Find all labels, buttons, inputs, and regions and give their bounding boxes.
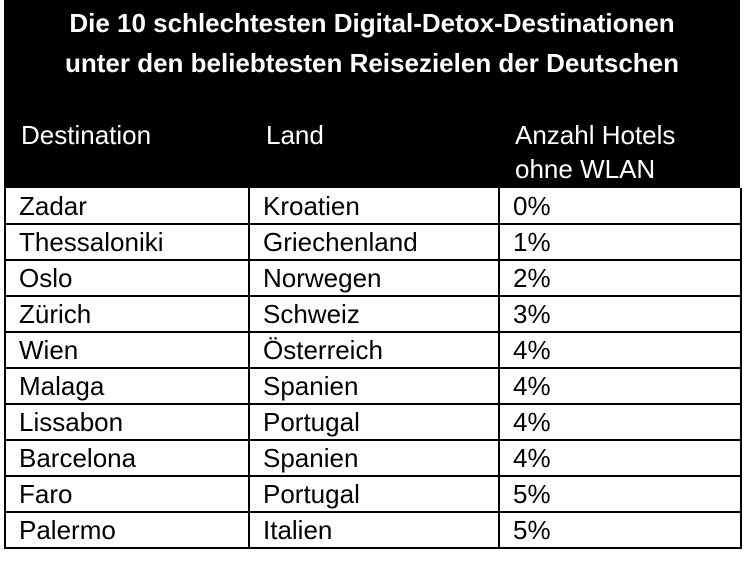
cell-destination: Thessaloniki xyxy=(4,223,250,261)
cell-destination: Malaga xyxy=(4,367,250,405)
cell-percent: 5% xyxy=(498,475,742,513)
column-header-hotels-without-wifi: Anzahl Hotels ohne WLAN xyxy=(515,118,675,186)
cell-percent: 4% xyxy=(498,331,742,369)
cell-percent: 4% xyxy=(498,367,742,405)
column-header-hotels-line-2: ohne WLAN xyxy=(515,154,656,184)
cell-percent: 4% xyxy=(498,439,742,477)
table-row: Wien Österreich 4% xyxy=(4,331,742,369)
cell-country: Spanien xyxy=(248,439,500,477)
cell-percent: 1% xyxy=(498,223,742,261)
column-header-destination: Destination xyxy=(21,120,152,150)
cell-percent: 3% xyxy=(498,295,742,333)
cell-percent: 0% xyxy=(498,188,742,225)
cell-country: Schweiz xyxy=(248,295,500,333)
table-row: Faro Portugal 5% xyxy=(4,475,742,513)
table-row: Lissabon Portugal 4% xyxy=(4,403,742,441)
cell-country: Spanien xyxy=(248,367,500,405)
table-row: Zadar Kroatien 0% xyxy=(4,188,742,225)
table-row: Malaga Spanien 4% xyxy=(4,367,742,405)
cell-destination: Zürich xyxy=(4,295,250,333)
cell-destination: Faro xyxy=(4,475,250,513)
cell-country: Italien xyxy=(248,511,500,549)
cell-destination: Barcelona xyxy=(4,439,250,477)
cell-percent: 5% xyxy=(498,511,742,549)
cell-destination: Oslo xyxy=(4,259,250,297)
cell-destination: Palermo xyxy=(4,511,250,549)
table-title-line-1: Die 10 schlechtesten Digital-Detox-Desti… xyxy=(69,8,675,38)
table-row: Thessaloniki Griechenland 1% xyxy=(4,223,742,261)
table-row: Barcelona Spanien 4% xyxy=(4,439,742,477)
table-title-line-2: unter den beliebtesten Reisezielen der D… xyxy=(64,48,680,78)
cell-percent: 2% xyxy=(498,259,742,297)
cell-country: Norwegen xyxy=(248,259,500,297)
cell-country: Portugal xyxy=(248,403,500,441)
column-header-hotels-line-1: Anzahl Hotels xyxy=(515,120,676,150)
cell-destination: Zadar xyxy=(4,188,250,225)
table-row: Palermo Italien 5% xyxy=(4,511,742,549)
table-header: Die 10 schlechtesten Digital-Detox-Desti… xyxy=(4,0,740,188)
cell-country: Österreich xyxy=(248,331,500,369)
table-row: Oslo Norwegen 2% xyxy=(4,259,742,297)
destinations-table: Zadar Kroatien 0% Thessaloniki Griechenl… xyxy=(4,188,742,549)
cell-country: Griechenland xyxy=(248,223,500,261)
cell-percent: 4% xyxy=(498,403,742,441)
cell-country: Kroatien xyxy=(248,188,500,225)
column-header-country: Land xyxy=(266,120,324,150)
table-row: Zürich Schweiz 3% xyxy=(4,295,742,333)
cell-country: Portugal xyxy=(248,475,500,513)
cell-destination: Lissabon xyxy=(4,403,250,441)
cell-destination: Wien xyxy=(4,331,250,369)
